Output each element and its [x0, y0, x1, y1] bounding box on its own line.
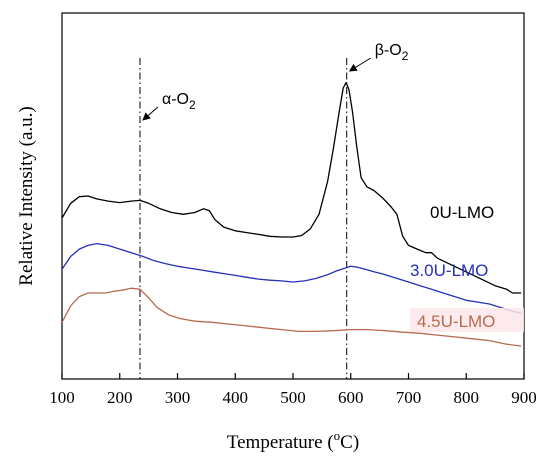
annotation-arrow-0 — [142, 106, 159, 121]
x-axis-title-main: Temperature ( — [227, 432, 334, 453]
annotation-label-sub-1: 2 — [402, 49, 409, 63]
x-tick-label-200: 200 — [107, 388, 133, 407]
x-tick-label-700: 700 — [396, 388, 422, 407]
series-labels: 0U-LMO 3.0U-LMO 4.5U-LMO — [410, 203, 524, 332]
annotation-lines: α-O2β-O2 — [139, 42, 409, 379]
x-tick-label-100: 100 — [49, 388, 75, 407]
x-axis-title-sup: o — [334, 428, 341, 443]
x-tick-label-300: 300 — [165, 388, 191, 407]
series-label-4-5u-lmo: 4.5U-LMO — [417, 312, 495, 331]
series-line-0u-lmo — [61, 81, 522, 294]
x-tick-label-600: 600 — [338, 388, 364, 407]
annotation-label-sub-0: 2 — [189, 98, 196, 112]
x-tick-label-800: 800 — [454, 388, 480, 407]
x-tick-label-900: 900 — [511, 388, 537, 407]
annotation-label-base-1: β-O — [375, 42, 402, 59]
x-axis-ticks — [61, 373, 525, 379]
series-line-4-5u-lmo — [61, 287, 522, 347]
annotation-label-1: β-O2 — [375, 42, 409, 63]
x-axis-title-end: C) — [340, 432, 359, 453]
series-label-highlight — [410, 308, 524, 332]
series-line-3-0u-lmo — [61, 242, 522, 314]
series-label-3-0u-lmo: 3.0U-LMO — [410, 261, 488, 280]
x-axis-title: Temperature (oC) — [227, 428, 359, 453]
x-tick-label-500: 500 — [280, 388, 306, 407]
x-tick-label-400: 400 — [223, 388, 249, 407]
series-label-0u-lmo: 0U-LMO — [430, 203, 494, 222]
annotation-label-base-0: α-O — [162, 91, 189, 108]
y-axis-title: Relative Intensity (a.u.) — [16, 106, 37, 285]
series-lines — [61, 81, 522, 347]
x-axis-tick-labels: 100 200 300 400 500 600 700 800 900 — [49, 388, 537, 407]
annotation-arrow-1 — [348, 57, 371, 72]
annotation-label-0: α-O2 — [162, 91, 196, 112]
